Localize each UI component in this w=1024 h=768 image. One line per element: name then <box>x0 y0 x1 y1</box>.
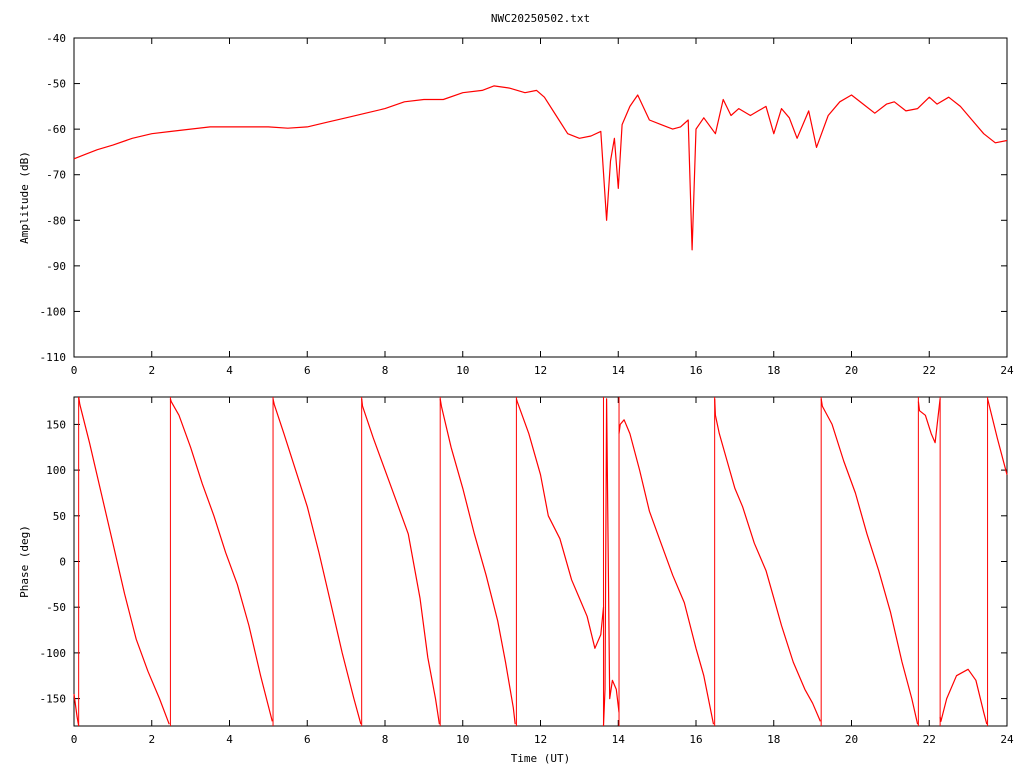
amplitude-ylabel: Amplitude (dB) <box>18 151 31 244</box>
phase-series-line <box>169 398 273 722</box>
amplitude-ytick-label: -40 <box>46 32 66 45</box>
amplitude-xtick-label: 4 <box>226 364 233 377</box>
phase-xtick-label: 2 <box>148 733 155 746</box>
amplitude-xtick-label: 0 <box>71 364 78 377</box>
phase-series-line <box>939 668 988 725</box>
phase-series-line <box>272 398 362 725</box>
phase-xtick-label: 20 <box>845 733 858 746</box>
phase-xtick-label: 24 <box>1000 733 1014 746</box>
amplitude-xtick-label: 8 <box>382 364 389 377</box>
amplitude-ytick-label: -110 <box>40 351 67 364</box>
phase-xtick-label: 6 <box>304 733 311 746</box>
phase-xtick-label: 22 <box>923 733 936 746</box>
amplitude-series-line <box>73 85 1008 251</box>
phase-ytick-label: 150 <box>46 418 66 431</box>
phase-series-line <box>714 398 821 722</box>
amplitude-xtick-label: 6 <box>304 364 311 377</box>
amplitude-xtick-label: 14 <box>612 364 626 377</box>
phase-series-line <box>515 398 605 649</box>
phase-series-line <box>917 398 941 444</box>
amplitude-ytick-label: -60 <box>46 123 66 136</box>
amplitude-ytick-label: -90 <box>46 260 66 273</box>
phase-xtick-label: 12 <box>534 733 547 746</box>
amplitude-xtick-label: 10 <box>456 364 469 377</box>
phase-ytick-label: 50 <box>53 510 66 523</box>
phase-series-line <box>987 398 1008 475</box>
amplitude-title: NWC20250502.txt <box>491 12 590 25</box>
amplitude-ytick-label: -70 <box>46 169 66 182</box>
amplitude-xtick-label: 16 <box>689 364 702 377</box>
phase-xtick-label: 0 <box>71 733 78 746</box>
phase-series-line <box>618 419 715 725</box>
amplitude-xtick-label: 24 <box>1000 364 1014 377</box>
phase-ytick-label: 100 <box>46 464 66 477</box>
amplitude-xtick-label: 22 <box>923 364 936 377</box>
amplitude-ytick-label: -80 <box>46 214 66 227</box>
phase-xtick-label: 14 <box>612 733 626 746</box>
phase-xtick-label: 10 <box>456 733 469 746</box>
phase-xtick-label: 18 <box>767 733 780 746</box>
amplitude-ytick-label: -100 <box>40 305 67 318</box>
phase-ytick-label: 0 <box>59 556 66 569</box>
amplitude-xtick-label: 2 <box>148 364 155 377</box>
amplitude-frame <box>73 37 1008 358</box>
phase-ytick-label: -100 <box>40 647 67 660</box>
amplitude-xtick-label: 18 <box>767 364 780 377</box>
phase-series-line <box>78 396 170 725</box>
phase-ylabel: Phase (deg) <box>18 525 31 598</box>
amplitude-xtick-label: 12 <box>534 364 547 377</box>
phase-ytick-label: -50 <box>46 601 66 614</box>
phase-series-line <box>820 398 919 725</box>
amplitude-xtick-label: 20 <box>845 364 858 377</box>
phase-xtick-label: 16 <box>689 733 702 746</box>
phase-series-line <box>361 398 440 725</box>
phase-xtick-label: 8 <box>382 733 389 746</box>
phase-series-line <box>602 398 620 727</box>
phase-xtick-label: 4 <box>226 733 233 746</box>
phase-ytick-label: -150 <box>40 693 67 706</box>
phase-frame <box>73 396 1008 727</box>
phase-series-line <box>439 398 516 725</box>
amplitude-ytick-label: -50 <box>46 78 66 91</box>
phase-xlabel: Time (UT) <box>511 752 571 765</box>
